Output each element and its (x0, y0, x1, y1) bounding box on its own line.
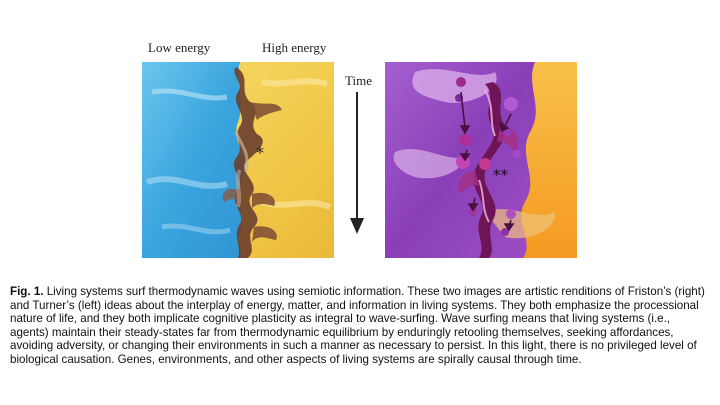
friston-wave-artwork: ** (385, 62, 577, 258)
brown-wave (222, 67, 282, 258)
time-arrow-icon (350, 92, 364, 234)
figure-caption: Fig. 1. Living systems surf thermodynami… (10, 285, 710, 367)
low-energy-label: Low energy (148, 40, 211, 55)
turner-wave-illustration: * (142, 62, 334, 258)
low-energy-field (142, 62, 245, 258)
caption-text: Living systems surf thermodynamic waves … (10, 285, 705, 366)
left-asterisk-marker: * (256, 143, 264, 162)
high-energy-label: High energy (262, 40, 327, 55)
particles (455, 77, 521, 236)
figure-number: Fig. 1. (10, 285, 44, 298)
right-asterisk-marker: ** (493, 166, 509, 184)
time-label: Time (345, 73, 372, 88)
turner-wave-artwork: * (142, 62, 334, 258)
friston-wave-illustration: ** (385, 62, 577, 258)
flow-arrows (459, 91, 515, 232)
figure: Low energy High energy Time (142, 40, 577, 258)
